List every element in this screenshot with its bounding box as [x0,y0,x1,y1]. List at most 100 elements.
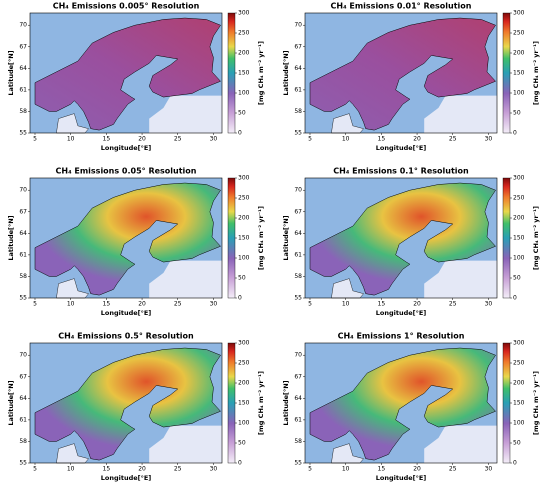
neighbour-land [424,425,497,463]
y-tick-label: 70 [19,352,27,359]
x-tick-label: 15 [378,136,386,143]
y-tick-label: 58 [19,108,27,115]
x-axis-label: Longitude[°E] [101,144,152,152]
y-tick-label: 58 [294,108,302,115]
neighbour-land [149,95,222,133]
x-tick-label: 10 [342,466,350,473]
x-tick-label: 15 [378,301,386,308]
y-tick-label: 55 [19,130,27,137]
colorbar-tick-label: 300 [238,340,250,347]
x-tick-label: 30 [210,301,218,308]
y-tick-label: 64 [19,65,27,72]
colorbar-tick-label: 50 [513,110,521,117]
panel-title: CH₄ Emissions 1° Resolution [338,332,465,341]
land [309,17,497,131]
y-axis-label: Latitude[°N] [282,380,290,425]
colorbar-tick-label: 150 [238,400,250,407]
y-tick-label: 70 [19,22,27,29]
colorbar-tick-label: 250 [238,360,250,367]
y-tick-label: 61 [19,86,27,93]
x-tick-label: 10 [67,136,75,143]
y-axis-label: Latitude[°N] [7,50,15,95]
y-tick-label: 58 [19,273,27,280]
y-axis-label: Latitude[°N] [7,380,15,425]
x-tick-label: 20 [413,301,421,308]
x-tick-label: 30 [210,136,218,143]
colorbar-tick-label: 250 [238,30,250,37]
colorbar [227,177,236,299]
y-tick-label: 55 [294,130,302,137]
colorbar-tick-label: 0 [513,130,517,137]
x-tick-label: 5 [33,136,37,143]
axes-frame [29,342,223,464]
x-tick-label: 25 [174,136,182,143]
colorbar-tick-label: 0 [238,460,242,467]
y-tick-label: 70 [294,187,302,194]
x-tick-label: 25 [174,301,182,308]
x-tick-label: 10 [342,301,350,308]
neighbour-land [424,260,497,298]
x-tick-label: 15 [103,301,111,308]
panel-title: CH₄ Emissions 0.005° Resolution [53,2,200,11]
colorbar-tick-label: 150 [238,70,250,77]
colorbar-tick-label: 200 [513,215,525,222]
x-tick-label: 20 [413,466,421,473]
colorbar-tick-label: 300 [513,340,525,347]
colorbar-tick-label: 50 [238,440,246,447]
colorbar-tick-label: 150 [513,400,525,407]
y-tick-label: 67 [294,208,302,215]
x-tick-label: 10 [67,466,75,473]
x-tick-label: 5 [308,136,312,143]
x-tick-label: 5 [33,466,37,473]
y-tick-label: 67 [19,208,27,215]
y-tick-label: 70 [294,22,302,29]
x-axis-label: Longitude[°E] [101,309,152,317]
y-tick-label: 64 [294,395,302,402]
colorbar-tick-label: 250 [238,195,250,202]
y-tick-label: 55 [19,460,27,467]
colorbar [502,12,511,134]
y-tick-label: 70 [19,187,27,194]
y-tick-label: 55 [19,295,27,302]
colorbar-tick-label: 100 [513,255,525,262]
neighbour-land [149,260,222,298]
colorbar-label: [mg CH₄ m⁻² yr⁻¹] [257,41,265,105]
panel-title: CH₄ Emissions 0.5° Resolution [58,332,194,341]
y-tick-label: 64 [19,395,27,402]
y-tick-label: 58 [294,438,302,445]
land [34,182,222,296]
colorbar-tick-label: 0 [238,295,242,302]
y-axis-label: Latitude[°N] [282,50,290,95]
colorbar-tick-label: 50 [513,275,521,282]
land [34,17,222,131]
land [309,347,497,461]
y-tick-label: 70 [294,352,302,359]
colorbar-tick-label: 100 [238,255,250,262]
colorbar-tick-label: 0 [238,130,242,137]
panel-title: CH₄ Emissions 0.01° Resolution [331,2,472,11]
y-tick-label: 58 [19,438,27,445]
x-tick-label: 20 [138,301,146,308]
neighbour-land [424,95,497,133]
colorbar [227,342,236,464]
x-tick-label: 20 [138,136,146,143]
x-tick-label: 20 [413,136,421,143]
colorbar-tick-label: 150 [238,235,250,242]
axes-frame [29,12,223,134]
x-tick-label: 25 [449,466,457,473]
y-tick-label: 67 [19,43,27,50]
colorbar-label: [mg CH₄ m⁻² yr⁻¹] [532,371,540,435]
x-tick-label: 30 [485,301,493,308]
y-axis-label: Latitude[°N] [282,215,290,260]
colorbar-tick-label: 300 [238,10,250,17]
x-axis-label: Longitude[°E] [376,474,427,482]
x-tick-label: 10 [342,136,350,143]
colorbar-tick-label: 300 [513,175,525,182]
x-tick-label: 25 [449,136,457,143]
colorbar-label: [mg CH₄ m⁻² yr⁻¹] [257,206,265,270]
colorbar-tick-label: 50 [238,275,246,282]
y-axis-label: Latitude[°N] [7,215,15,260]
colorbar-tick-label: 150 [513,235,525,242]
x-tick-label: 30 [485,466,493,473]
y-tick-label: 58 [294,273,302,280]
